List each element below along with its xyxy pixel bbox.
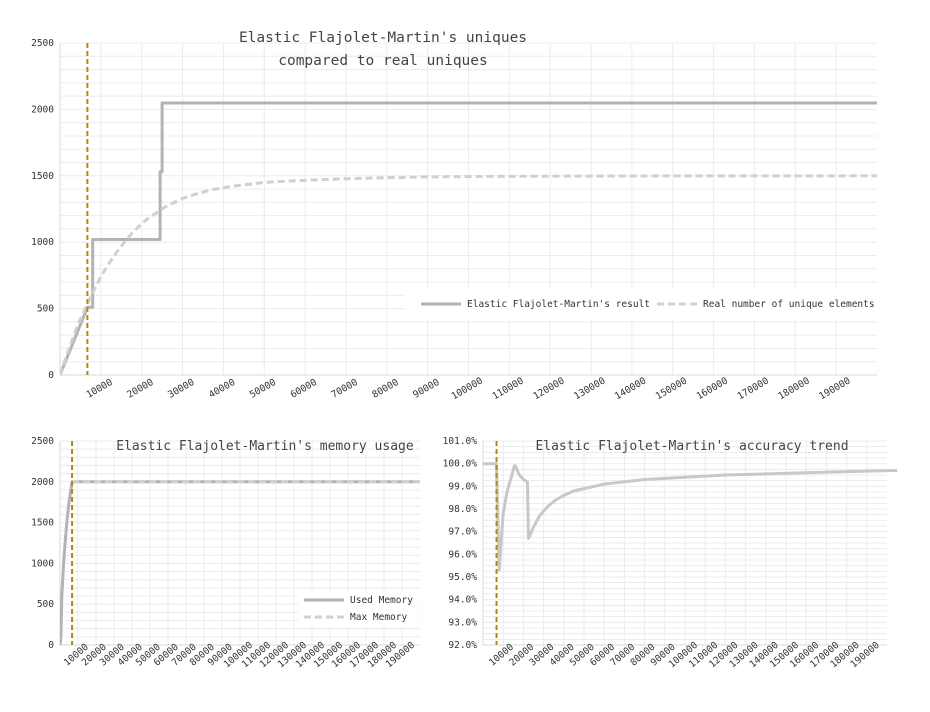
x-tick-label: 180000	[776, 375, 811, 402]
x-tick-label: 20000	[125, 377, 156, 401]
series-line-2	[60, 174, 878, 376]
series-line-1	[483, 462, 898, 572]
y-tick-label: 101.0%	[443, 436, 478, 447]
legend-box	[405, 288, 877, 320]
y-tick-label: 94.0%	[448, 595, 477, 606]
chart-1: 0 500 1000 1500 2000 2500 10000 20000 30000 40000…	[31, 30, 878, 402]
y-tick-label: 100.0%	[443, 459, 478, 470]
x-tick-label: 70000	[330, 377, 361, 401]
y-tick-label: 96.0%	[448, 549, 477, 560]
chart-title: Elastic Flajolet-Martin's accuracy trend	[535, 439, 848, 454]
y-tick-label: 2500	[31, 436, 54, 447]
legend-box	[298, 591, 418, 627]
y-tick-label: 0	[48, 640, 54, 651]
x-tick-label: 190000	[817, 375, 852, 402]
y-tick-label: 92.0%	[448, 640, 477, 651]
y-tick-label: 98.0%	[448, 504, 477, 515]
series-line-1	[60, 101, 877, 376]
x-tick-label: 50000	[248, 377, 279, 401]
legend: Elastic Flajolet-Martin's result Real num…	[405, 288, 877, 320]
x-tick-label: 160000	[695, 375, 730, 402]
x-tick-label: 30000	[166, 377, 197, 401]
x-tick-label: 120000	[531, 375, 566, 402]
y-tick-label: 1500	[31, 171, 54, 182]
x-tick-label: 100000	[450, 375, 485, 402]
y-tick-label: 2000	[31, 477, 54, 488]
legend-label: Max Memory	[350, 612, 407, 623]
y-tick-label: 0	[48, 370, 54, 381]
y-tick-label: 1000	[31, 237, 54, 248]
chart-2: 0500100015002000250010000200003000040000…	[31, 436, 420, 670]
x-tick-label: 80000	[370, 377, 401, 401]
legend: Used Memory Max Memory	[298, 591, 418, 627]
y-tick-label: 2000	[31, 104, 54, 115]
y-tick-label: 1500	[31, 518, 54, 529]
y-tick-label: 97.0%	[448, 527, 477, 538]
x-tick-label: 140000	[613, 375, 648, 402]
x-tick-label: 40000	[207, 377, 238, 401]
x-tick-label: 170000	[736, 375, 771, 402]
legend-label: Used Memory	[350, 595, 413, 606]
y-tick-label: 93.0%	[448, 617, 477, 628]
chart-title: Elastic Flajolet-Martin's uniques	[239, 30, 527, 46]
y-tick-label: 1000	[31, 558, 54, 569]
x-tick-label: 90000	[411, 377, 442, 401]
chart-3: 92.0% 93.0% 94.0% 95.0% 96.0% 97.0% 98.0% 99.0%…	[443, 436, 898, 670]
x-tick-label: 150000	[654, 375, 689, 402]
x-tick-label: 10000	[84, 377, 115, 401]
chart-title: compared to real uniques	[278, 53, 488, 69]
x-tick-label: 130000	[572, 375, 607, 402]
chart-title: Elastic Flajolet-Martin's memory usage	[116, 439, 414, 454]
y-tick-label: 500	[37, 599, 54, 610]
x-tick-label: 60000	[289, 377, 320, 401]
legend-label: Elastic Flajolet-Martin's result	[467, 299, 650, 310]
x-tick-label: 110000	[490, 375, 525, 402]
y-tick-label: 99.0%	[448, 481, 477, 492]
legend-label: Real number of unique elements	[703, 299, 875, 310]
y-tick-label: 500	[37, 304, 54, 315]
y-tick-label: 95.0%	[448, 572, 477, 583]
y-tick-label: 2500	[31, 38, 54, 49]
